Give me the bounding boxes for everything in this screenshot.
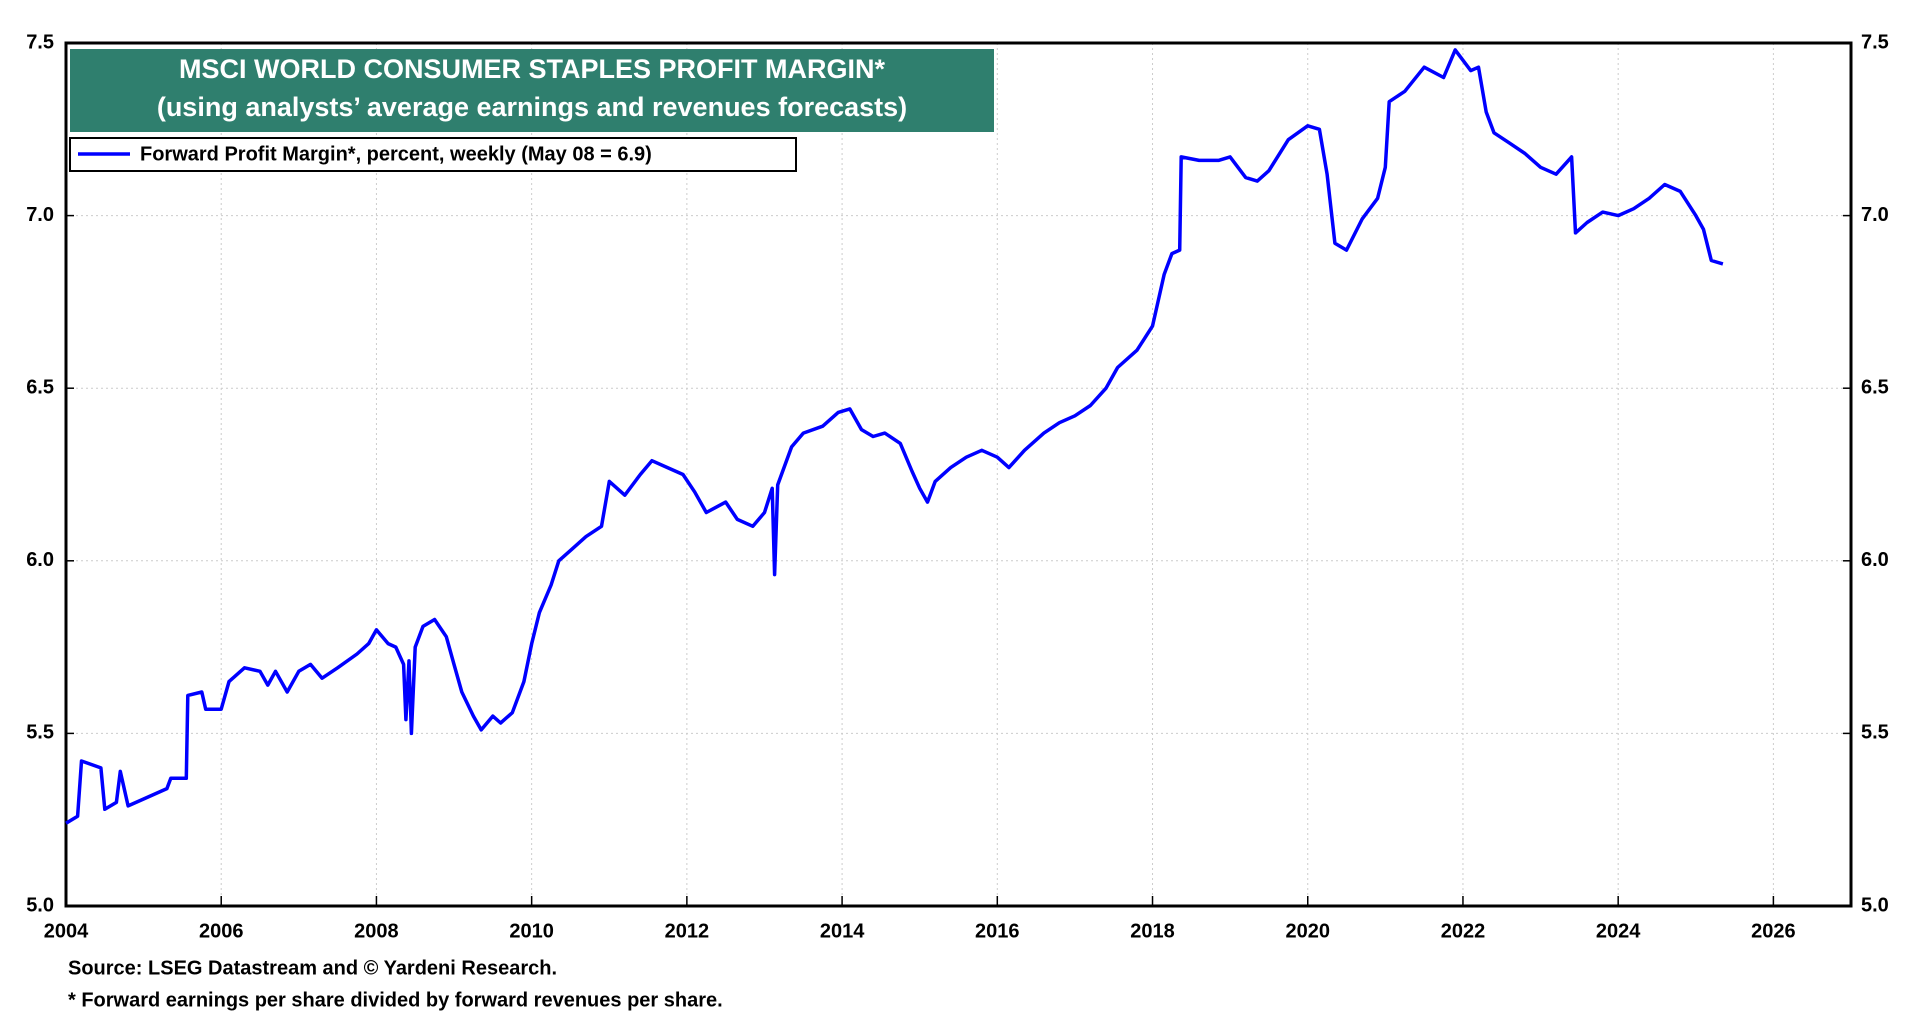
x-tick-label: 2016 xyxy=(975,920,1020,942)
x-tick-label: 2010 xyxy=(509,920,554,942)
y2-tick-label: 5.0 xyxy=(1861,894,1889,916)
source: Source: LSEG Datastream and © Yardeni Re… xyxy=(68,957,557,979)
y-tick-label: 6.5 xyxy=(26,376,54,398)
y2-tick-label: 6.0 xyxy=(1861,549,1889,571)
legend: Forward Profit Margin*, percent, weekly … xyxy=(69,137,797,172)
x-tick-label: 2018 xyxy=(1130,920,1175,942)
y2-tick-label: 7.0 xyxy=(1861,204,1889,226)
x-tick-label: 2014 xyxy=(820,920,865,942)
y2-tick-label: 6.5 xyxy=(1861,376,1889,398)
y-tick-label: 7.5 xyxy=(26,31,54,53)
x-tick-label: 2022 xyxy=(1441,920,1486,942)
x-tick-label: 2012 xyxy=(665,920,710,942)
x-tick-label: 2006 xyxy=(199,920,244,942)
x-tick-label: 2020 xyxy=(1285,920,1330,942)
title-box xyxy=(70,49,994,132)
chart-title: MSCI WORLD CONSUMER STAPLES PROFIT MARGI… xyxy=(179,54,885,84)
y2-tick-label: 7.5 xyxy=(1861,31,1889,53)
y-tick-label: 5.5 xyxy=(26,722,54,744)
y-tick-label: 5.0 xyxy=(26,894,54,916)
x-tick-label: 2004 xyxy=(44,920,89,942)
legend-box xyxy=(69,137,797,172)
x-tick-label: 2008 xyxy=(354,920,399,942)
note: * Forward earnings per share divided by … xyxy=(68,989,723,1011)
plot-frame xyxy=(64,41,1853,908)
y-tick-label: 6.0 xyxy=(26,549,54,571)
y2-tick-label: 5.5 xyxy=(1861,722,1889,744)
y-tick-label: 7.0 xyxy=(26,204,54,226)
chart-subtitle: (using analysts’ average earnings and re… xyxy=(157,92,907,122)
x-tick-label: 2026 xyxy=(1751,920,1796,942)
legend-label: Forward Profit Margin*, percent, weekly … xyxy=(140,143,652,165)
data-line xyxy=(65,48,1724,825)
x-tick-label: 2024 xyxy=(1596,920,1641,942)
